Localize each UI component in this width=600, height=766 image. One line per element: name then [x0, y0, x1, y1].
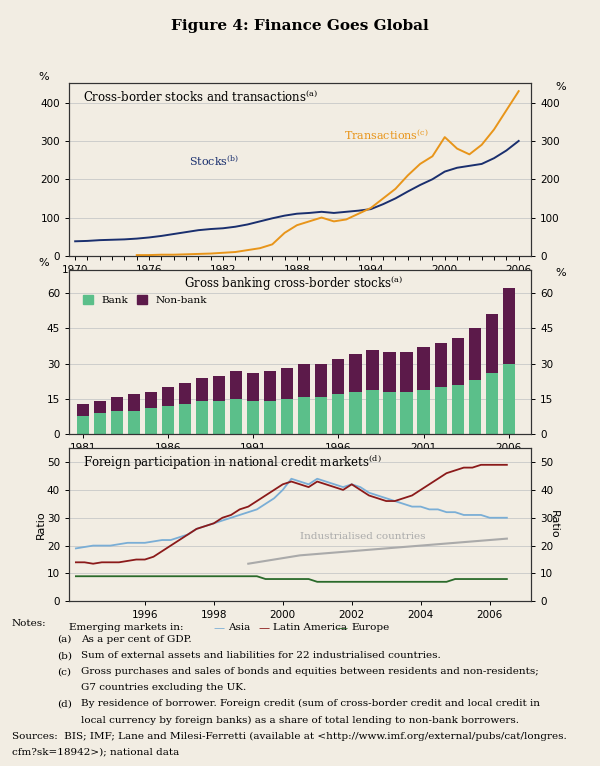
- Y-axis label: %: %: [556, 82, 566, 92]
- Text: Sources:  BIS; IMF; Lane and Milesi-Ferretti (available at <http://www.imf.org/e: Sources: BIS; IMF; Lane and Milesi-Ferre…: [12, 732, 567, 741]
- Bar: [332, 359, 344, 394]
- Bar: [77, 404, 89, 415]
- Text: —: —: [258, 623, 269, 633]
- Bar: [247, 401, 259, 434]
- Bar: [485, 373, 498, 434]
- Text: Gross purchases and sales of bonds and equities between residents and non-reside: Gross purchases and sales of bonds and e…: [81, 667, 539, 676]
- Bar: [110, 411, 123, 434]
- Text: (a): (a): [57, 635, 71, 644]
- Text: Asia: Asia: [228, 623, 250, 632]
- Text: Notes:: Notes:: [12, 619, 47, 628]
- Bar: [400, 392, 413, 434]
- Text: —: —: [336, 623, 347, 633]
- Bar: [281, 399, 293, 434]
- Bar: [383, 392, 395, 434]
- Text: Emerging markets in:: Emerging markets in:: [69, 623, 184, 632]
- Y-axis label: %: %: [38, 72, 49, 82]
- Y-axis label: %: %: [556, 268, 566, 278]
- Bar: [332, 394, 344, 434]
- Bar: [367, 349, 379, 390]
- Text: Latin America: Latin America: [273, 623, 347, 632]
- Bar: [162, 406, 174, 434]
- Text: (c): (c): [57, 667, 71, 676]
- Bar: [469, 329, 481, 380]
- Bar: [145, 408, 157, 434]
- Text: (d): (d): [57, 699, 72, 709]
- Bar: [213, 401, 225, 434]
- Text: Figure 4: Finance Goes Global: Figure 4: Finance Goes Global: [171, 19, 429, 33]
- Text: Cross-border stocks and transactions$\mathregular{^{(a)}}$: Cross-border stocks and transactions$\ma…: [83, 89, 318, 105]
- Text: As a per cent of GDP.: As a per cent of GDP.: [81, 635, 191, 644]
- Text: By residence of borrower. Foreign credit (sum of cross-border credit and local c: By residence of borrower. Foreign credit…: [81, 699, 540, 709]
- Bar: [110, 397, 123, 411]
- Text: Gross banking cross-border stocks$\mathregular{^{(a)}}$: Gross banking cross-border stocks$\mathr…: [185, 274, 404, 293]
- Text: Europe: Europe: [351, 623, 389, 632]
- Bar: [434, 388, 447, 434]
- Text: cfm?sk=18942>); national data: cfm?sk=18942>); national data: [12, 748, 179, 757]
- Bar: [145, 392, 157, 408]
- Text: Sum of external assets and liabilities for 22 industrialised countries.: Sum of external assets and liabilities f…: [81, 651, 441, 660]
- Bar: [315, 397, 328, 434]
- Text: local currency by foreign banks) as a share of total lending to non-bank borrowe: local currency by foreign banks) as a sh…: [81, 715, 519, 725]
- Bar: [264, 401, 277, 434]
- Bar: [196, 401, 208, 434]
- Text: Stocks$\mathregular{^{(b)}}$: Stocks$\mathregular{^{(b)}}$: [189, 154, 239, 169]
- Text: (b): (b): [57, 651, 72, 660]
- Bar: [383, 352, 395, 392]
- Text: —: —: [213, 623, 224, 633]
- Bar: [94, 413, 106, 434]
- Bar: [281, 368, 293, 399]
- Y-axis label: Ratio: Ratio: [35, 510, 46, 539]
- Bar: [179, 382, 191, 404]
- Text: G7 countries excluding the UK.: G7 countries excluding the UK.: [81, 683, 246, 692]
- Bar: [298, 397, 310, 434]
- Text: Foreign participation in national credit markets$\mathregular{^{(d)}}$: Foreign participation in national credit…: [83, 453, 382, 472]
- Bar: [434, 342, 447, 388]
- Bar: [469, 380, 481, 434]
- Bar: [349, 355, 362, 392]
- Bar: [128, 394, 140, 411]
- Bar: [298, 364, 310, 397]
- Bar: [503, 364, 515, 434]
- Bar: [213, 375, 225, 401]
- Y-axis label: %: %: [38, 258, 49, 268]
- Bar: [503, 289, 515, 364]
- Bar: [247, 373, 259, 401]
- Text: Industrialised countries: Industrialised countries: [300, 532, 425, 542]
- Bar: [230, 371, 242, 399]
- Bar: [128, 411, 140, 434]
- Bar: [418, 390, 430, 434]
- Bar: [315, 364, 328, 397]
- Bar: [349, 392, 362, 434]
- Bar: [452, 338, 464, 385]
- Bar: [452, 385, 464, 434]
- Bar: [367, 390, 379, 434]
- Bar: [264, 371, 277, 401]
- Bar: [94, 401, 106, 413]
- Bar: [77, 415, 89, 434]
- Bar: [230, 399, 242, 434]
- Bar: [196, 378, 208, 401]
- Bar: [418, 347, 430, 390]
- Legend: Bank, Non-bank: Bank, Non-bank: [79, 291, 211, 309]
- Bar: [400, 352, 413, 392]
- Y-axis label: Ratio: Ratio: [549, 510, 559, 539]
- Bar: [179, 404, 191, 434]
- Text: Transactions$\mathregular{^{(c)}}$: Transactions$\mathregular{^{(c)}}$: [344, 128, 428, 142]
- Bar: [162, 388, 174, 406]
- Bar: [485, 314, 498, 373]
